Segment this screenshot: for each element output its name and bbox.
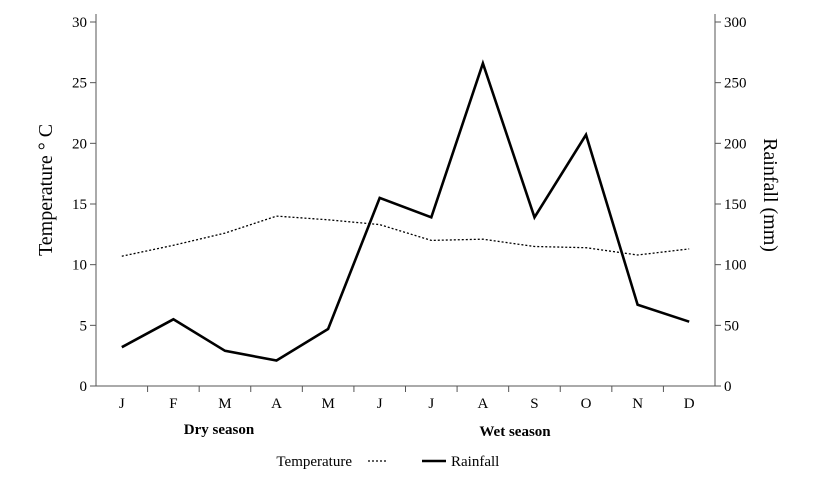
y-axis-ticks: 0 5 10 15 20 25 30: [72, 15, 96, 395]
y2-tick-label: 200: [724, 136, 747, 152]
x-tick-label: J: [428, 396, 434, 412]
y-tick-label: 15: [72, 197, 87, 213]
y-tick-label: 20: [72, 136, 87, 152]
legend-label-temperature: Temperature: [276, 454, 352, 470]
wet-season-label: Wet season: [479, 424, 551, 440]
y-axis-title: Temperature ° C: [35, 124, 57, 256]
x-tick-label: O: [581, 396, 592, 412]
series-layer: [121, 59, 690, 362]
y-tick-label: 30: [72, 15, 87, 31]
dry-season-label: Dry season: [184, 422, 255, 438]
y2-tick-label: 100: [724, 258, 747, 274]
x-tick-label: J: [119, 396, 125, 412]
x-tick-label: D: [684, 396, 695, 412]
legend-label-rainfall: Rainfall: [451, 454, 499, 470]
y2-tick-label: 50: [724, 318, 739, 334]
y2-axis-ticks: 0 50 100 150 200 250 300: [715, 15, 747, 395]
y-tick-label: 0: [80, 379, 88, 395]
series-line-rainfall: [121, 59, 690, 362]
y2-tick-label: 300: [724, 15, 747, 31]
x-tick-label: J: [377, 396, 383, 412]
y2-tick-label: 150: [724, 197, 747, 213]
x-tick-label: A: [271, 396, 282, 412]
legend: Temperature Rainfall: [276, 454, 499, 470]
y2-tick-label: 250: [724, 76, 747, 92]
y-tick-label: 25: [72, 76, 87, 92]
y-tick-label: 10: [72, 258, 87, 274]
y-tick-label: 5: [80, 318, 88, 334]
x-tick-label: S: [530, 396, 538, 412]
series-line-temperature: [121, 215, 690, 257]
x-tick-label: A: [477, 396, 488, 412]
x-tick-label: F: [169, 396, 177, 412]
y2-tick-label: 0: [724, 379, 732, 395]
y2-axis-title: Rainfall (mm): [759, 138, 781, 252]
x-tick-label: M: [218, 396, 231, 412]
x-tick-label: N: [632, 396, 643, 412]
x-tick-label: M: [321, 396, 334, 412]
